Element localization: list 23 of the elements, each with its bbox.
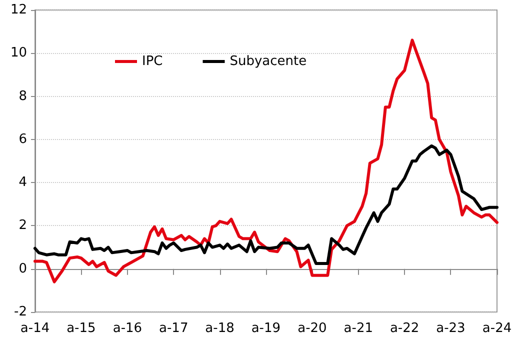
y-tick-label: -2 — [14, 304, 27, 320]
y-tick-label: 4 — [18, 175, 27, 190]
y-tick-label: 2 — [18, 218, 27, 234]
line-series — [34, 144, 498, 265]
x-tick-label: a-18 — [205, 321, 234, 336]
line-series — [34, 38, 498, 284]
x-tick-label: a-17 — [159, 321, 188, 336]
y-tick-label: 10 — [10, 46, 27, 61]
x-tick-label: a-22 — [390, 321, 420, 336]
legend-label: Subyacente — [230, 54, 307, 69]
y-tick-label: 0 — [18, 261, 27, 276]
x-tick-label: a-23 — [436, 321, 466, 336]
y-tick-label: 12 — [10, 2, 27, 18]
y-tick-label: 6 — [18, 132, 27, 147]
y-tick-label: 8 — [18, 88, 27, 104]
x-tick-label: a-21 — [344, 321, 373, 336]
x-tick-label: a-20 — [298, 321, 327, 336]
x-tick-label: a-14 — [20, 321, 50, 336]
x-tick-label: a-24 — [482, 321, 512, 336]
x-tick-label: a-19 — [251, 321, 281, 336]
x-tick-label: a-16 — [112, 321, 142, 336]
legend-label: IPC — [142, 54, 163, 69]
x-tick-label: a-15 — [66, 321, 96, 336]
